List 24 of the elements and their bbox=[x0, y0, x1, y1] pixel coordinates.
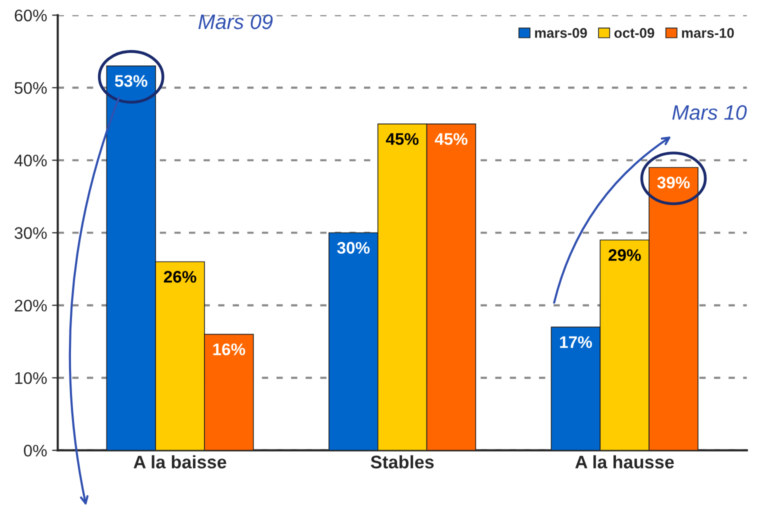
y-tick-label: 30% bbox=[14, 227, 47, 239]
y-tick-label: 40% bbox=[14, 154, 47, 166]
y-tick-label: 0% bbox=[24, 444, 47, 457]
annotation: Mars 09 bbox=[198, 14, 273, 30]
x-tick-label: Stables bbox=[370, 455, 434, 468]
legend-label: mars-10 bbox=[682, 28, 734, 38]
y-tick-label: 60% bbox=[14, 10, 47, 22]
x-tick-label: A la hausse bbox=[575, 455, 674, 468]
data-label: 16% bbox=[213, 343, 246, 356]
legend-label: oct-09 bbox=[614, 28, 654, 38]
y-tick-label: 10% bbox=[15, 372, 47, 384]
legend-label: mars-09 bbox=[535, 28, 587, 38]
data-label: 45% bbox=[434, 133, 468, 145]
annotation: Mars 10 bbox=[672, 105, 747, 120]
x-tick-label: A la baisse bbox=[134, 455, 226, 468]
data-label: 29% bbox=[608, 249, 641, 261]
data-label: 26% bbox=[164, 270, 196, 283]
data-label: 45% bbox=[386, 133, 419, 145]
data-label: 39% bbox=[657, 176, 690, 188]
data-label: 30% bbox=[337, 242, 370, 254]
y-tick-label: 50% bbox=[14, 82, 47, 94]
data-label: 53% bbox=[114, 75, 148, 87]
y-tick-label: 20% bbox=[14, 300, 47, 312]
data-label: 17% bbox=[560, 336, 592, 348]
